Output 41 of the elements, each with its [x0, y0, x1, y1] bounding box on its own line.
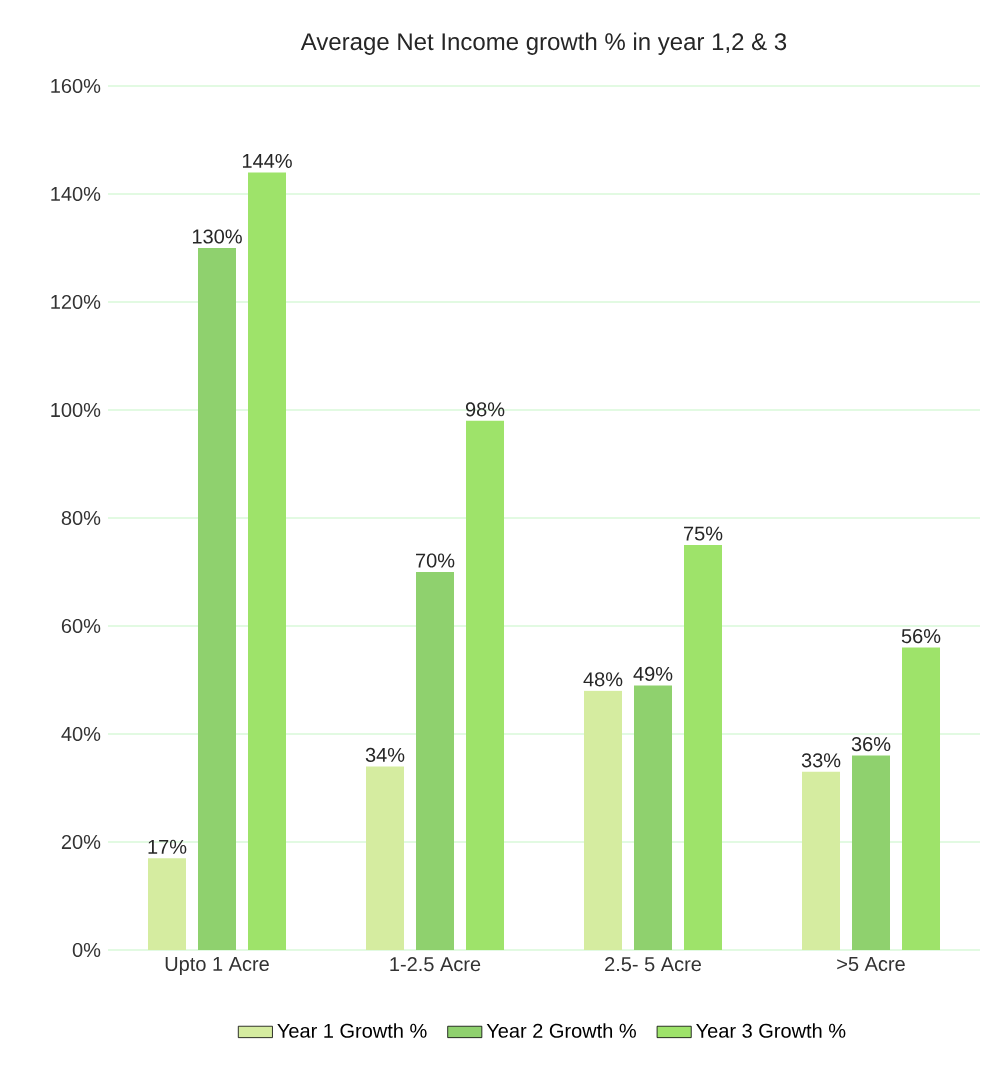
- data-label: 98%: [465, 402, 505, 417]
- legend-label: Year 1 Growth %: [277, 1023, 427, 1038]
- y-tick-label: 120%: [51, 294, 101, 310]
- bar: [466, 420, 504, 950]
- x-tick-label: >5 Acre: [837, 957, 905, 972]
- chart-title: Average Net Income growth % in year 1,2 & 3: [300, 32, 787, 55]
- data-label: 130%: [192, 229, 242, 244]
- y-tick-label: 140%: [51, 186, 101, 202]
- y-tick-label: 100%: [51, 402, 101, 418]
- data-label: 49%: [633, 666, 673, 681]
- data-label: 33%: [801, 753, 841, 768]
- data-label: 36%: [851, 737, 891, 752]
- bar: [416, 571, 455, 950]
- x-tick-label: Upto 1 Acre: [165, 957, 269, 975]
- bar: [902, 647, 941, 950]
- legend-label: Year 2 Growth %: [486, 1023, 636, 1038]
- y-tick-label: 60%: [61, 618, 101, 634]
- y-tick-label: 0%: [72, 942, 101, 958]
- y-tick-label: 20%: [61, 834, 101, 850]
- bar: [584, 690, 622, 950]
- x-tick-label: 1-2.5 Acre: [390, 957, 481, 972]
- y-tick-label: 80%: [61, 510, 101, 526]
- y-tick-label: 160%: [51, 78, 101, 94]
- bar: [684, 544, 723, 950]
- x-tick-label: 2.5- 5 Acre: [605, 957, 701, 972]
- data-label: 17%: [148, 839, 187, 854]
- bar: [148, 858, 186, 950]
- data-label: 56%: [901, 629, 941, 644]
- data-label: 48%: [583, 672, 623, 687]
- bar: [802, 771, 840, 950]
- bar: [366, 766, 404, 950]
- data-label: 70%: [416, 553, 455, 568]
- legend-label: Year 3 Growth %: [696, 1023, 846, 1038]
- y-tick-label: 40%: [61, 726, 101, 742]
- data-label: 144%: [242, 153, 292, 168]
- data-label: 34%: [365, 747, 405, 762]
- bar: [248, 172, 286, 950]
- bar: [198, 247, 236, 950]
- bar: [852, 755, 891, 950]
- bar: [634, 685, 673, 950]
- data-label: 75%: [684, 526, 723, 541]
